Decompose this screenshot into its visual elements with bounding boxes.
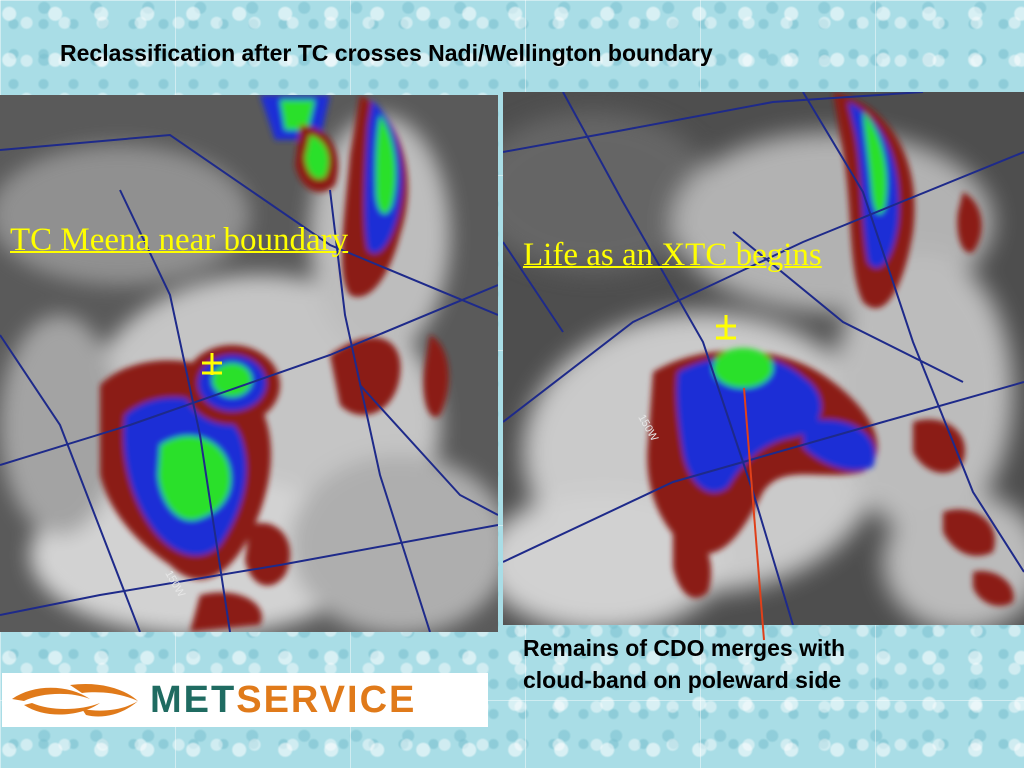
caption-line-2: cloud-band on poleward side	[523, 667, 842, 693]
satellite-image-right: 150W	[503, 92, 1024, 625]
logo-service-text: SERVICE	[236, 679, 417, 721]
caption: Remains of CDO merges with cloud-band on…	[523, 632, 845, 696]
logo-wordmark: METSERVICE	[150, 679, 416, 722]
label-tc-meena: TC Meena near boundary	[10, 222, 349, 258]
slide-title: Reclassification after TC crosses Nadi/W…	[60, 40, 713, 66]
caption-line-1: Remains of CDO merges with	[523, 635, 846, 661]
storm-center-marker-icon	[202, 353, 222, 375]
metservice-logo: METSERVICE	[2, 673, 488, 727]
logo-met-text: MET	[150, 679, 237, 721]
satellite-image-left: 150W	[0, 95, 498, 632]
metservice-swoosh-icon	[12, 683, 138, 717]
label-xtc-begins: Life as an XTC begins	[523, 237, 822, 273]
storm-center-marker-icon	[716, 315, 736, 340]
